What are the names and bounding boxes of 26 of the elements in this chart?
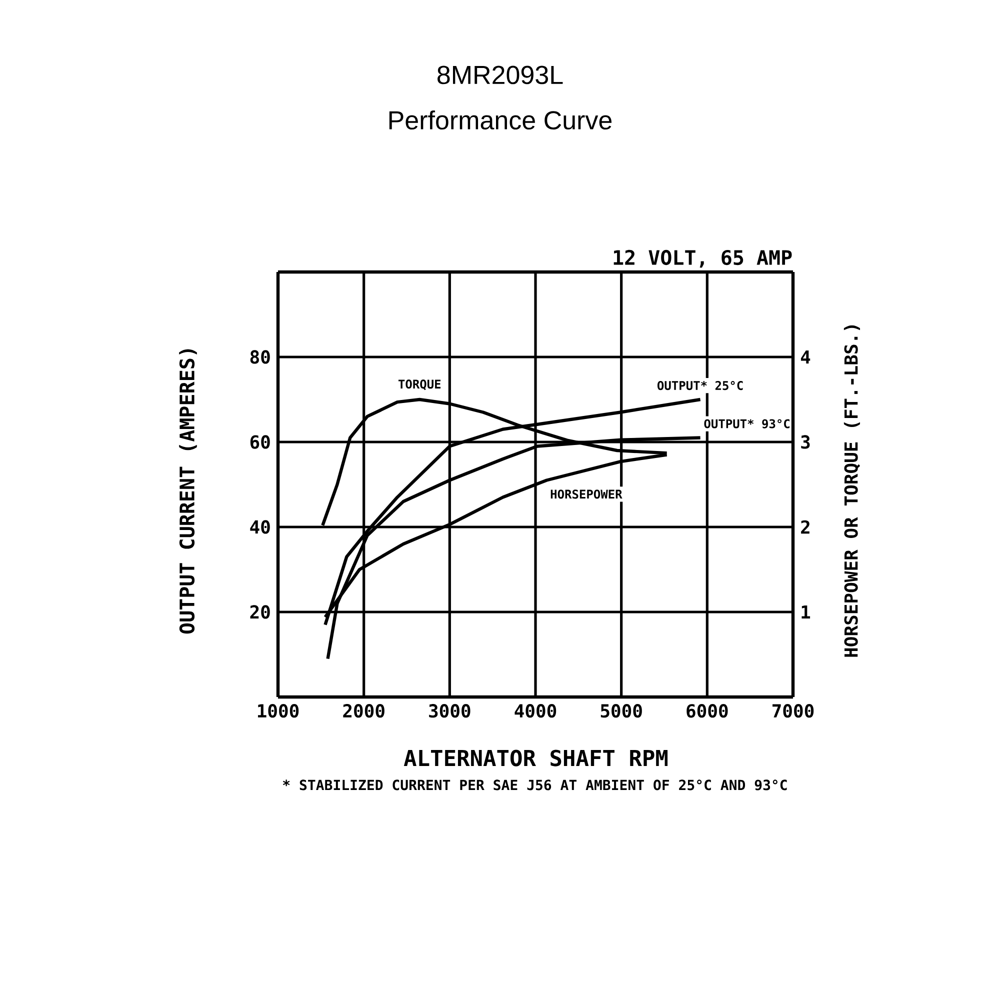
x-tick-label: 6000: [686, 704, 728, 718]
y2-tick-label: 1: [802, 605, 810, 619]
y-axis-title: OUTPUT CURRENT (AMPERES): [179, 349, 197, 634]
x-axis-title: ALTERNATOR SHAFT RPM: [404, 750, 668, 766]
x-tick-label: 5000: [600, 704, 642, 718]
series-label: TORQUE: [398, 380, 441, 390]
x-tick-label: 3000: [429, 704, 470, 718]
y-tick-label: 60: [250, 435, 270, 449]
x-tick-label: 4000: [514, 704, 556, 718]
y-tick-label: 80: [250, 350, 270, 364]
text: 12 VOLT, 65 AMP: [614, 250, 792, 268]
y2-tick-label: 4: [800, 350, 810, 364]
chart-title: 8MR2093L: [438, 66, 563, 84]
series-label: OUTPUT* 93°C: [704, 419, 790, 428]
x-tick-label: 1000: [258, 704, 299, 718]
y-tick-label: 40: [250, 520, 270, 534]
y2-tick-label: 2: [801, 520, 810, 534]
text: * STABILIZED CURRENT PER SAE J56 AT AMBIENT OF 25°C AND 93°C: [282, 780, 787, 790]
series-label: OUTPUT* 25°C: [657, 381, 743, 390]
chart-subtitle: Performance Curve: [389, 110, 612, 130]
y2-axis-title: HORSEPOWER OR TORQUE (FT.-LBS.): [844, 325, 860, 657]
y-tick-label: 20: [250, 605, 270, 619]
x-tick-label: 7000: [772, 704, 814, 718]
series-label: HORSEPOWER: [550, 490, 622, 499]
y2-tick-label: 3: [801, 435, 810, 449]
x-tick-label: 2000: [343, 704, 384, 718]
